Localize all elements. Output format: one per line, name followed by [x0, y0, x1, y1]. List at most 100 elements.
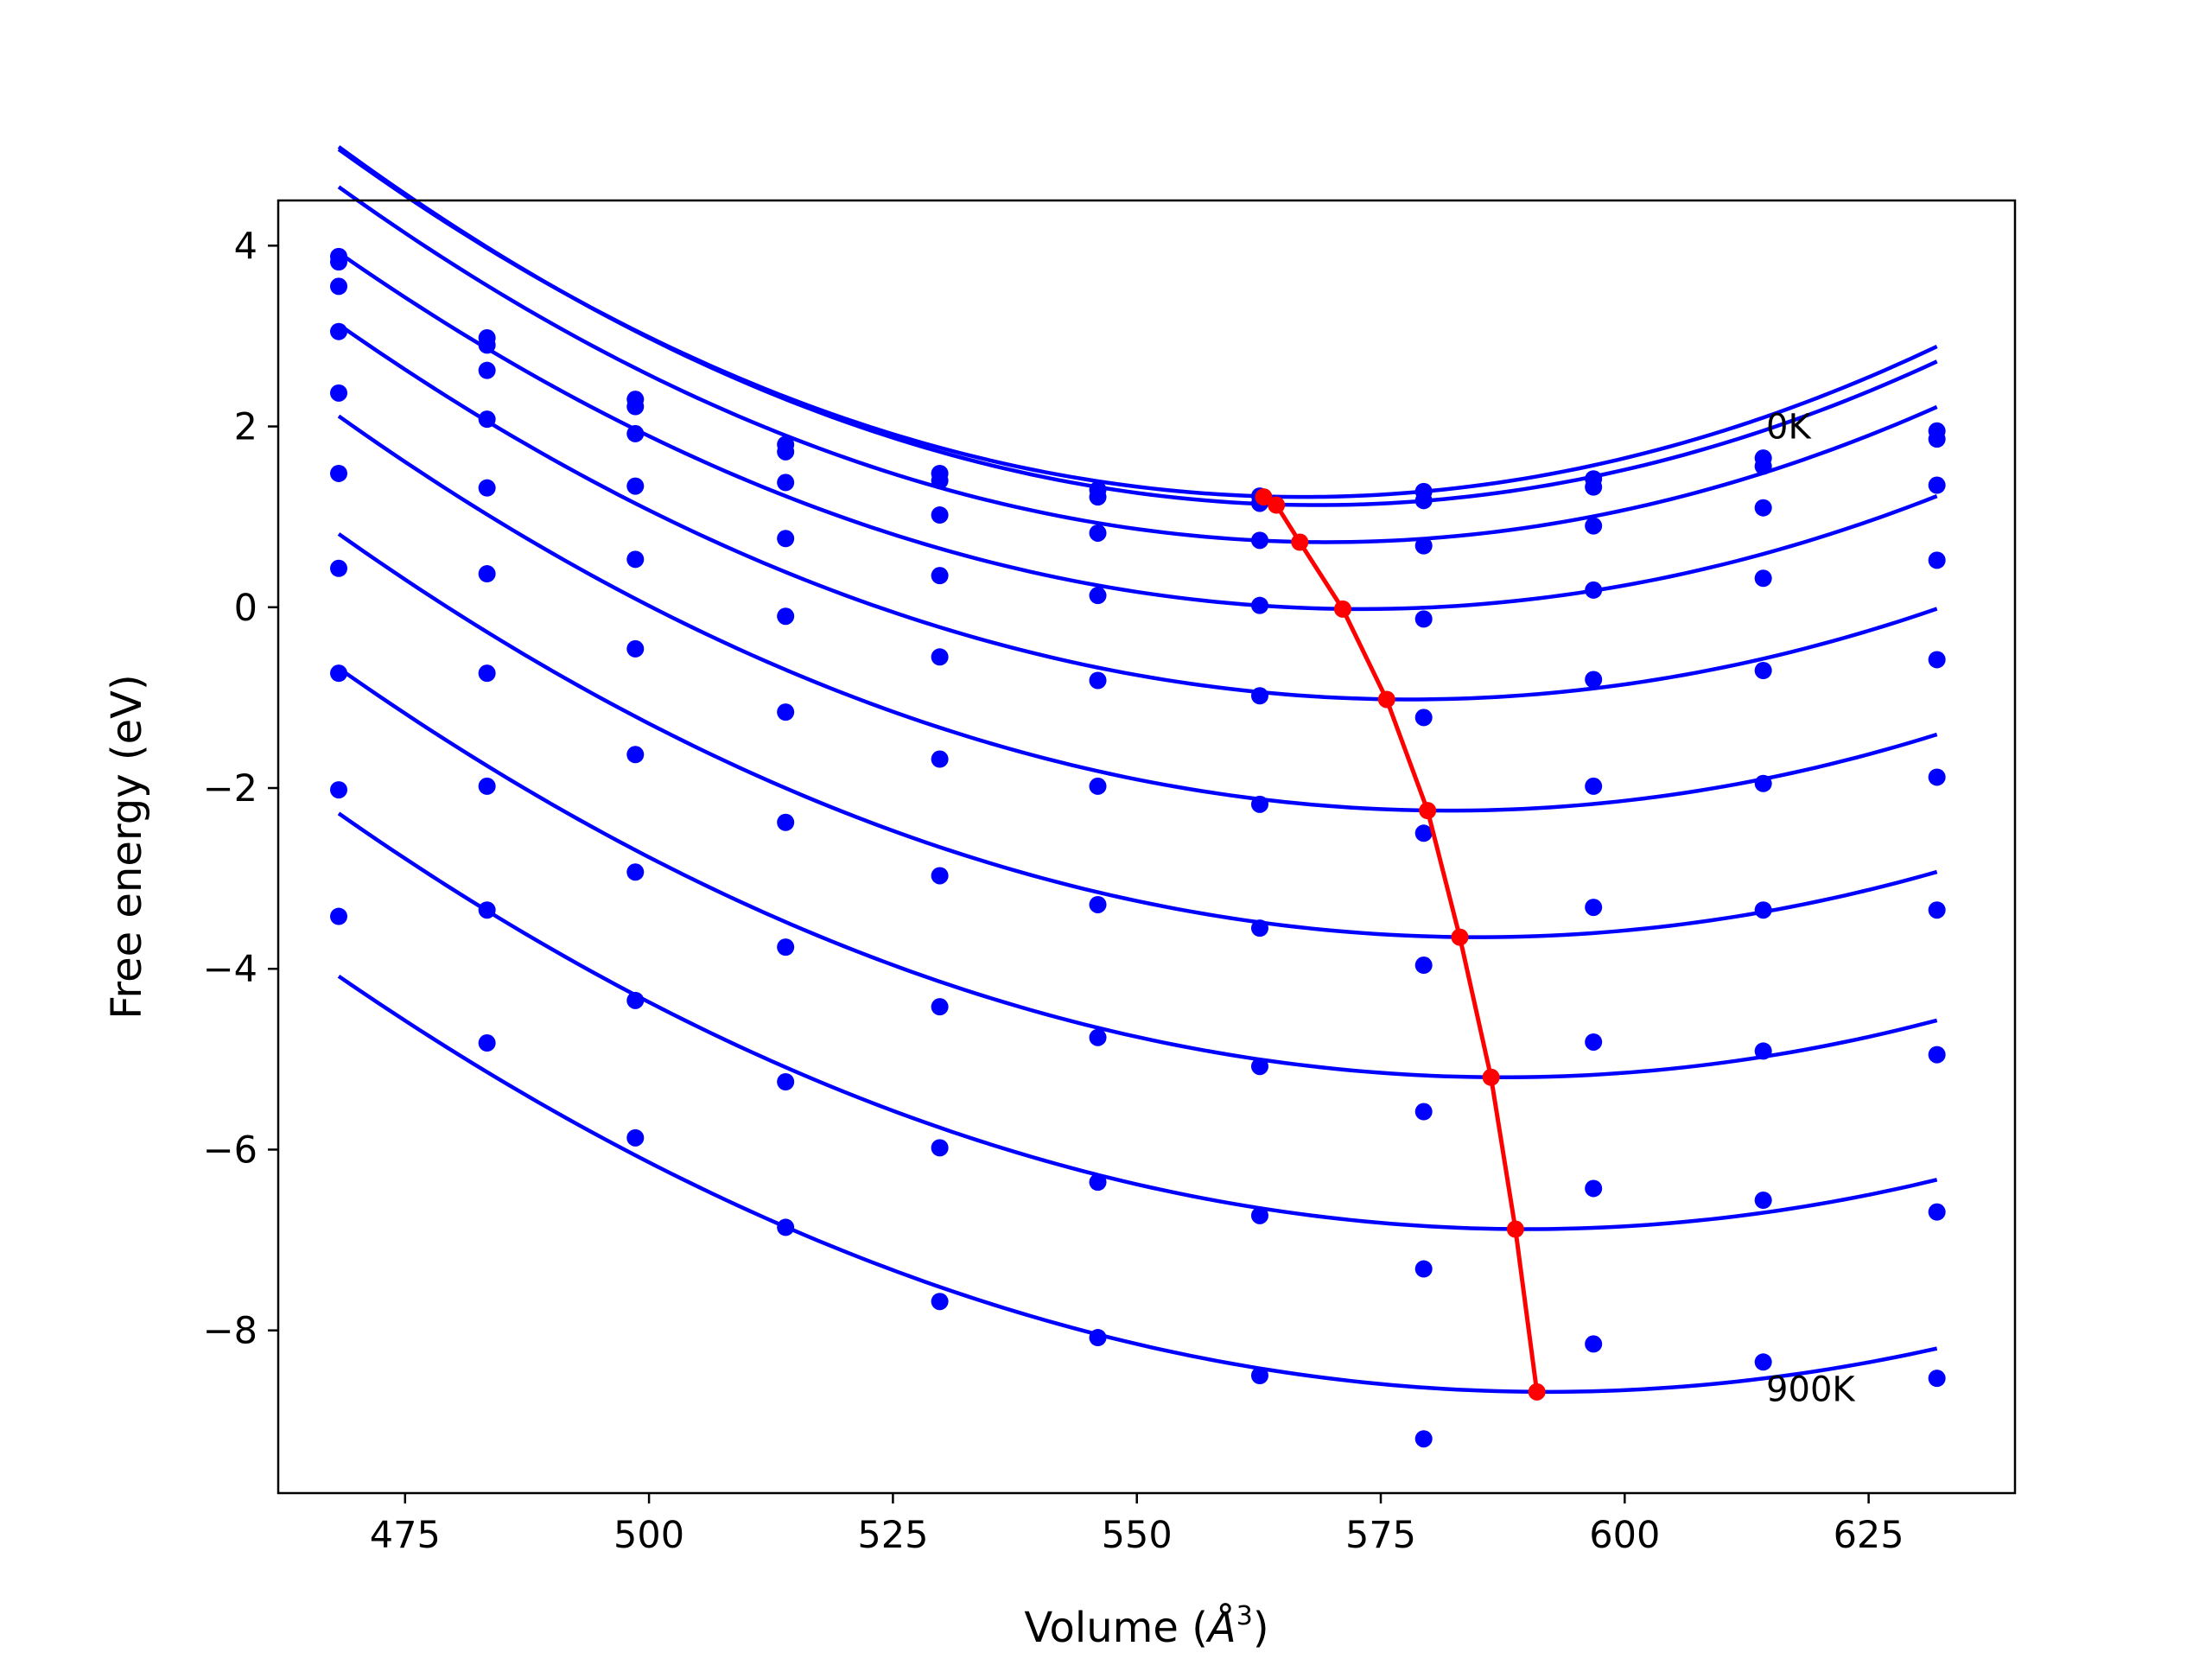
minimum-point-9 — [1506, 1220, 1524, 1238]
data-point-s10-3 — [626, 1128, 645, 1147]
data-point-s6-3 — [626, 639, 645, 658]
data-point-s4-8 — [1414, 610, 1433, 628]
fit-curve-2 — [337, 145, 1938, 507]
plot-frame — [276, 199, 2017, 1495]
y-tick-label: −6 — [203, 1128, 257, 1172]
data-point-s8-11 — [1928, 1046, 1946, 1064]
data-point-s3-2 — [478, 361, 496, 379]
data-point-s3-1 — [330, 277, 348, 296]
data-point-s3-6 — [1089, 524, 1107, 542]
fit-curve-5 — [337, 322, 1938, 702]
data-point-s8-5 — [931, 998, 949, 1016]
minimum-trace-line — [1262, 495, 1540, 1393]
data-point-s4-6 — [1089, 587, 1107, 605]
data-point-s9-2 — [478, 901, 496, 919]
data-point-s2-1 — [330, 253, 348, 271]
data-point-s6-6 — [1089, 777, 1107, 795]
data-point-s6-4 — [777, 703, 795, 721]
data-point-s3-9 — [1585, 517, 1603, 535]
data-point-s3-7 — [1250, 531, 1268, 550]
data-point-s2-9 — [1585, 478, 1603, 496]
y-tick-label: −2 — [203, 767, 257, 810]
minimum-point-3 — [1291, 533, 1309, 551]
plot-area — [330, 145, 1946, 1448]
data-point-s6-1 — [330, 464, 348, 482]
data-point-s9-6 — [1089, 1173, 1107, 1192]
data-point-s8-1 — [330, 664, 348, 683]
data-point-s4-3 — [626, 477, 645, 495]
data-points — [330, 247, 1946, 1448]
y-axis-label: Free energy (eV) — [103, 674, 151, 1019]
data-point-s5-5 — [931, 648, 949, 666]
data-point-s7-9 — [1585, 899, 1603, 917]
data-point-s6-7 — [1250, 795, 1268, 813]
minimum-point-8 — [1482, 1068, 1500, 1086]
data-point-s7-3 — [626, 746, 645, 764]
annotation-label: 900K — [1766, 1370, 1856, 1410]
data-point-s4-9 — [1585, 581, 1603, 599]
data-point-s4-4 — [777, 530, 795, 548]
minima-line — [1255, 488, 1546, 1401]
data-point-s2-4 — [777, 442, 795, 461]
minimum-point-10 — [1528, 1382, 1546, 1401]
x-axis-ticks: 475 500 525 550 575 600 625 — [370, 1493, 1904, 1557]
data-point-s5-10 — [1754, 662, 1772, 679]
minimum-point-5 — [1377, 690, 1395, 709]
x-tick-label: 500 — [613, 1514, 684, 1557]
x-tick-label: 625 — [1834, 1514, 1904, 1557]
y-tick-label: 4 — [234, 225, 257, 268]
annotation-label: 0K — [1766, 408, 1812, 448]
data-point-s2-11 — [1928, 430, 1946, 448]
data-point-s3-11 — [1928, 476, 1946, 494]
minimum-point-1 — [1255, 488, 1273, 506]
data-point-s9-10 — [1754, 1192, 1772, 1210]
fit-curve-6 — [337, 414, 1938, 813]
x-tick-label: 575 — [1345, 1514, 1416, 1557]
data-point-s6-10 — [1754, 774, 1772, 792]
data-point-s10-4 — [777, 1218, 795, 1236]
data-point-s5-1 — [330, 384, 348, 402]
data-point-s9-4 — [777, 1073, 795, 1090]
data-point-s7-5 — [931, 867, 949, 885]
data-point-s3-5 — [931, 506, 949, 524]
data-point-s2-5 — [931, 472, 949, 490]
data-point-s8-4 — [777, 938, 795, 957]
data-point-s3-4 — [777, 474, 795, 492]
minimum-point-6 — [1419, 802, 1437, 820]
data-point-s7-1 — [330, 559, 348, 577]
data-point-s3-10 — [1754, 499, 1772, 517]
data-point-s2-8 — [1414, 492, 1433, 510]
minimum-point-7 — [1451, 928, 1469, 946]
data-point-s8-8 — [1414, 1103, 1433, 1121]
data-point-s4-2 — [478, 410, 496, 429]
data-point-s9-8 — [1414, 1260, 1433, 1278]
data-point-s10-6 — [1089, 1329, 1107, 1347]
data-point-s9-1 — [330, 781, 348, 799]
fit-curve-9 — [337, 811, 1938, 1231]
minimum-point-4 — [1333, 600, 1351, 618]
data-point-s9-11 — [1928, 1203, 1946, 1221]
fit-curve-10 — [337, 974, 1938, 1395]
data-point-s2-3 — [626, 397, 645, 416]
y-tick-label: −8 — [203, 1310, 257, 1353]
data-point-s7-8 — [1414, 957, 1433, 975]
data-point-s8-2 — [478, 777, 496, 795]
data-point-s9-9 — [1585, 1179, 1603, 1198]
x-tick-label: 600 — [1589, 1514, 1660, 1557]
data-point-s4-5 — [931, 567, 949, 585]
annotations: 0K 900K — [1766, 408, 1856, 1410]
data-point-s4-11 — [1928, 551, 1946, 569]
data-point-s5-11 — [1928, 651, 1946, 669]
data-point-s6-5 — [931, 750, 949, 768]
data-point-s2-2 — [478, 336, 496, 354]
fit-curve-4 — [337, 251, 1938, 612]
x-tick-label: 475 — [370, 1514, 441, 1557]
data-point-s5-9 — [1585, 671, 1603, 689]
data-point-s4-10 — [1754, 569, 1772, 588]
data-point-s10-5 — [931, 1293, 949, 1311]
data-point-s7-10 — [1754, 901, 1772, 919]
data-point-s5-2 — [478, 479, 496, 497]
data-point-s6-8 — [1414, 824, 1433, 842]
